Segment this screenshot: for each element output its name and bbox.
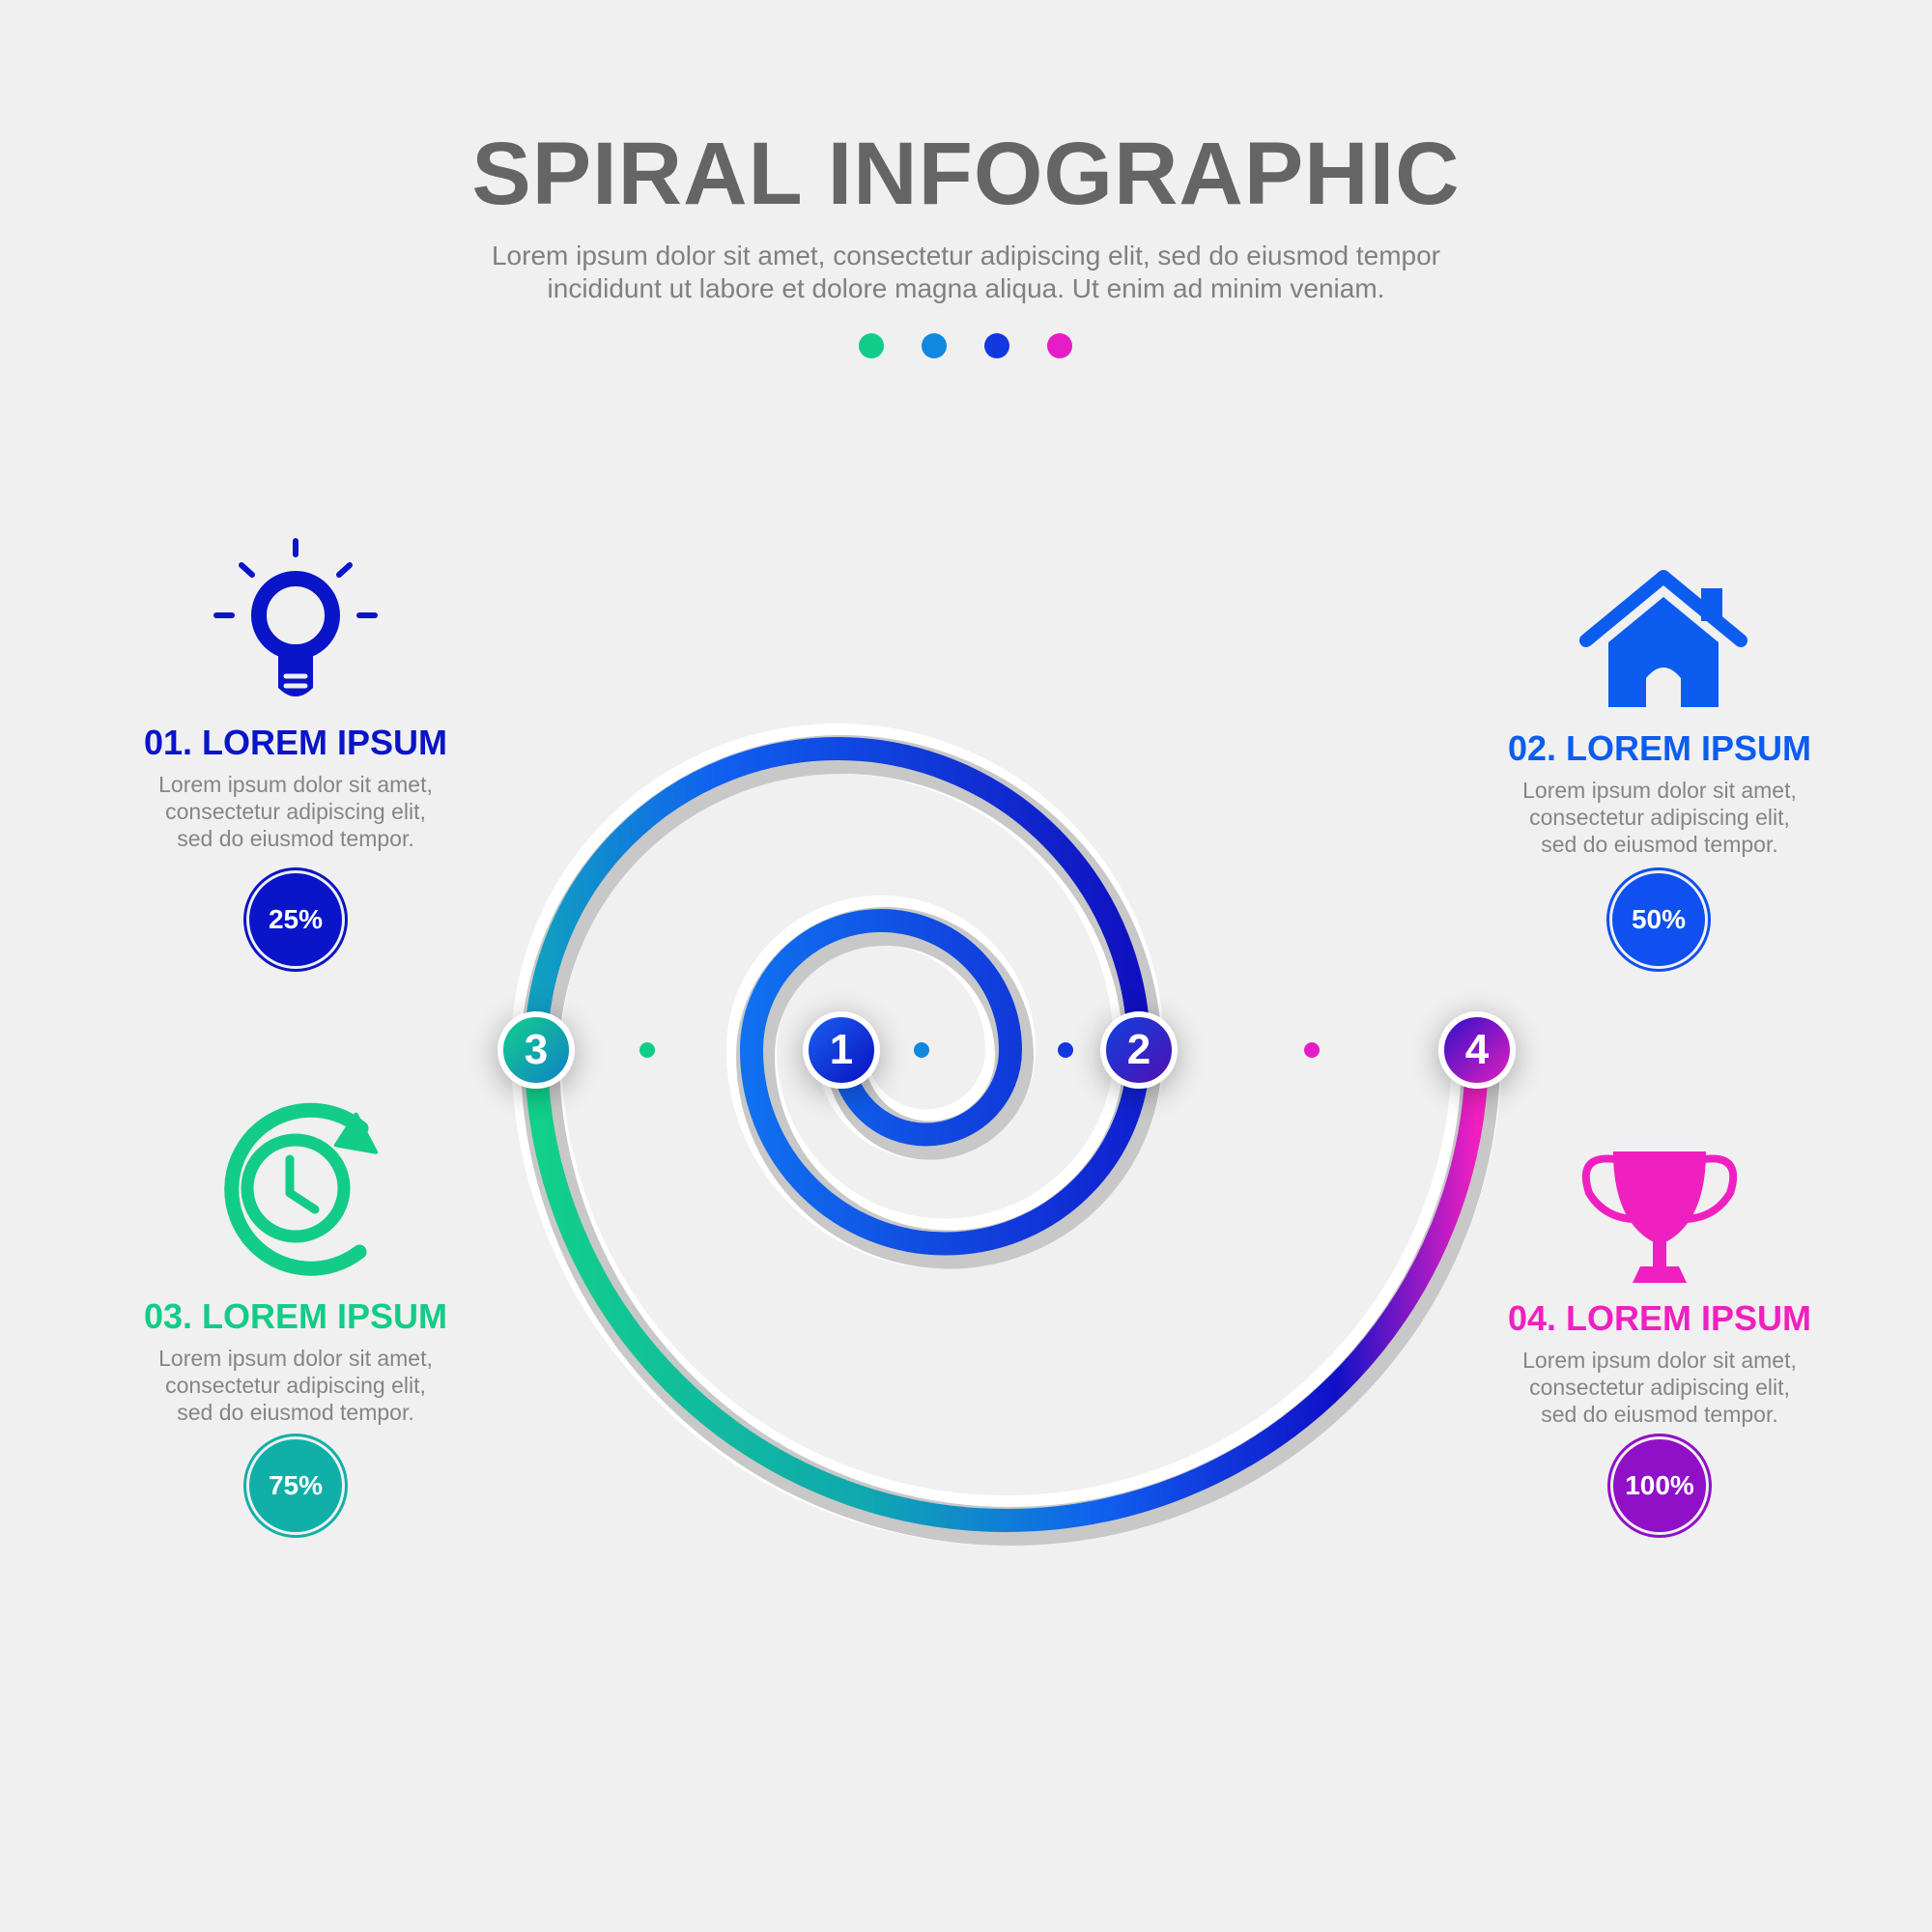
header-dot (859, 333, 884, 358)
clock-refresh-icon (224, 1102, 379, 1276)
card-description: Lorem ipsum dolor sit amet, consectetur … (1457, 1347, 1862, 1428)
card-description: Lorem ipsum dolor sit amet, consectetur … (93, 1345, 498, 1426)
connector-dot (639, 1042, 655, 1058)
desc-line: sed do eiusmod tempor. (177, 826, 414, 851)
spiral-inner (739, 909, 1151, 1256)
step-marker-1[interactable]: 1 (803, 1011, 880, 1089)
card-title: 03. LOREM IPSUM (143, 1296, 448, 1336)
lightbulb-icon (213, 538, 378, 696)
percent-badge-25: 25% (249, 873, 342, 966)
header-dot (984, 333, 1009, 358)
card-description: Lorem ipsum dolor sit amet, consectetur … (93, 771, 498, 852)
desc-line: sed do eiusmod tempor. (1541, 1402, 1778, 1427)
desc-line: sed do eiusmod tempor. (177, 1400, 414, 1425)
trophy-icon (1581, 1151, 1738, 1283)
desc-line: consectetur adipiscing elit, (165, 1373, 426, 1398)
step-marker-2[interactable]: 2 (1100, 1011, 1178, 1089)
card-01: 01. LOREM IPSUM Lorem ipsum dolor sit am… (93, 723, 498, 852)
card-03: 03. LOREM IPSUM Lorem ipsum dolor sit am… (93, 1296, 498, 1426)
desc-line: consectetur adipiscing elit, (1529, 1375, 1790, 1400)
desc-line: consectetur adipiscing elit, (1529, 805, 1790, 830)
percent-badge-50: 50% (1612, 873, 1705, 966)
card-02: 02. LOREM IPSUM Lorem ipsum dolor sit am… (1457, 728, 1862, 858)
subtitle-line: incididunt ut labore et dolore magna ali… (547, 273, 1385, 303)
step-marker-3[interactable]: 3 (497, 1011, 575, 1089)
percent-badge-75: 75% (249, 1439, 342, 1532)
spiral-track-shadow (520, 735, 1500, 1546)
subtitle-line: Lorem ipsum dolor sit amet, consectetur … (491, 241, 1441, 270)
connector-dot (1304, 1042, 1320, 1058)
page-title: SPIRAL INFOGRAPHIC (471, 125, 1461, 223)
subtitle: Lorem ipsum dolor sit amet, consectetur … (0, 240, 1932, 305)
desc-line: consectetur adipiscing elit, (165, 799, 426, 824)
card-title: 02. LOREM IPSUM (1507, 728, 1812, 768)
card-description: Lorem ipsum dolor sit amet, consectetur … (1457, 777, 1862, 858)
spiral-middle (525, 737, 1151, 1062)
spiral-outer (525, 1038, 1489, 1532)
connector-dot (914, 1042, 929, 1058)
step-marker-4[interactable]: 4 (1438, 1011, 1516, 1089)
desc-line: Lorem ipsum dolor sit amet, (158, 1346, 433, 1371)
header-dot (922, 333, 947, 358)
desc-line: sed do eiusmod tempor. (1541, 832, 1778, 857)
connector-dot (1058, 1042, 1073, 1058)
card-title: 01. LOREM IPSUM (143, 723, 448, 762)
card-04: 04. LOREM IPSUM Lorem ipsum dolor sit am… (1457, 1298, 1862, 1428)
card-title: 04. LOREM IPSUM (1507, 1298, 1812, 1338)
header-dot (1047, 333, 1072, 358)
percent-badge-100: 100% (1613, 1439, 1706, 1532)
desc-line: Lorem ipsum dolor sit amet, (1522, 778, 1797, 803)
desc-line: Lorem ipsum dolor sit amet, (1522, 1348, 1797, 1373)
desc-line: Lorem ipsum dolor sit amet, (158, 772, 433, 797)
house-icon (1579, 570, 1747, 707)
